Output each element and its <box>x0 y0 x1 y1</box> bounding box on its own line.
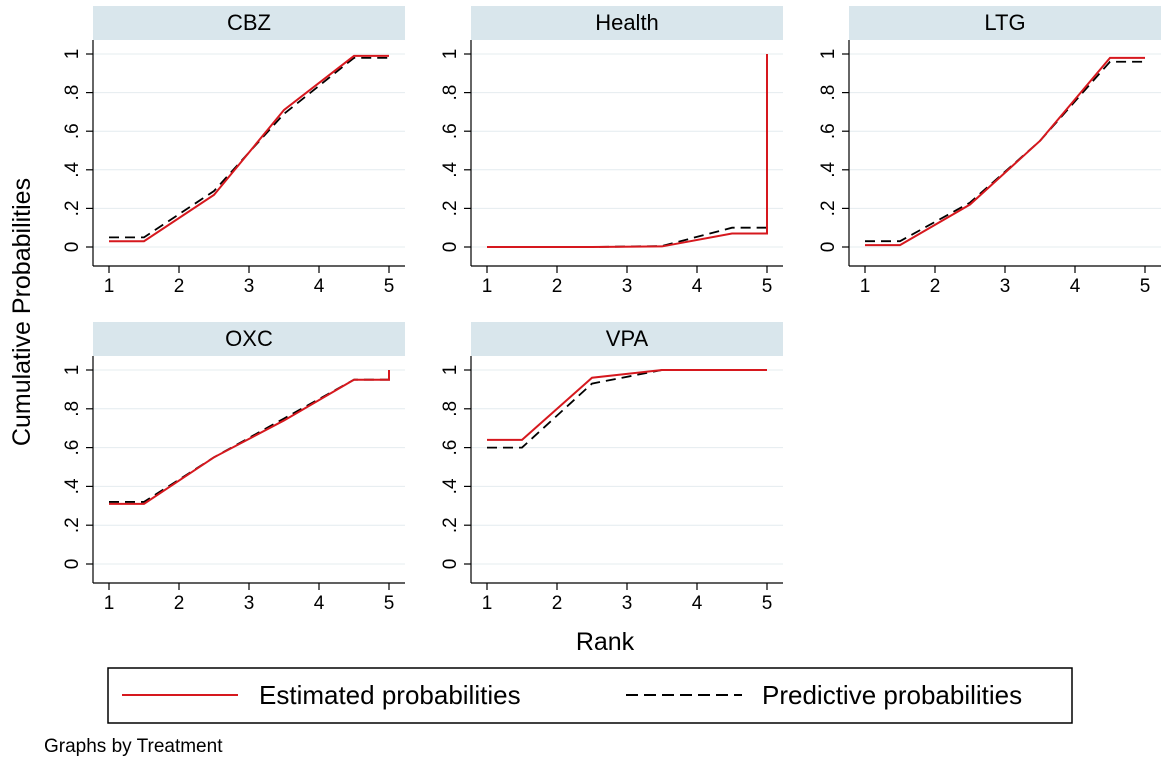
panel-ltg: LTG 0 .2 .4 .6 .8 1 1 2 3 4 5 <box>818 6 1161 297</box>
y-tick-label: .2 <box>62 200 83 216</box>
series-estimated <box>487 54 768 248</box>
y-tick-label: .8 <box>62 85 83 101</box>
x-tick-label: 1 <box>482 593 493 614</box>
panel-title-strip <box>93 322 405 356</box>
panel-vpa: VPA 0 .2 .4 .6 .8 1 1 2 3 4 5 <box>440 322 783 614</box>
series-predictive <box>865 60 1145 243</box>
y-tick-label: .6 <box>62 440 83 456</box>
panel-title-strip <box>93 6 405 40</box>
panel-title-strip <box>471 322 783 356</box>
y-tick-label: 1 <box>818 49 839 60</box>
x-tick-label: 2 <box>174 276 185 297</box>
y-tick-label: 0 <box>818 242 839 253</box>
x-tick-label: 5 <box>762 276 773 297</box>
legend-estimated-label: Estimated probabilities <box>259 680 521 710</box>
y-tick-label: 0 <box>62 559 83 570</box>
series-predictive <box>487 54 768 248</box>
y-tick-label: .8 <box>818 85 839 101</box>
y-tick-label: .6 <box>440 440 461 456</box>
y-tick-label: 0 <box>62 242 83 253</box>
x-tick-label: 5 <box>384 276 395 297</box>
x-tick-label: 2 <box>552 276 563 297</box>
x-tick-label: 1 <box>104 593 115 614</box>
y-tick-label: 1 <box>440 365 461 376</box>
y-tick-label: .2 <box>440 517 461 533</box>
x-tick-label: 1 <box>860 276 871 297</box>
series-estimated <box>109 54 389 243</box>
x-tick-label: 5 <box>1140 276 1151 297</box>
x-tick-label: 2 <box>552 593 563 614</box>
y-tick-label: .4 <box>440 161 461 177</box>
x-axis-title: Rank <box>576 628 635 656</box>
y-tick-label: .2 <box>818 200 839 216</box>
panel-title: Health <box>595 10 659 35</box>
panel-title: LTG <box>984 10 1025 35</box>
legend-box <box>107 667 1073 724</box>
panel-title-strip <box>471 6 783 40</box>
y-tick-label: .8 <box>62 401 83 417</box>
y-tick-label: 0 <box>440 559 461 570</box>
y-tick-label: .2 <box>440 200 461 216</box>
y-tick-label: .4 <box>62 478 83 494</box>
x-tick-label: 4 <box>314 593 325 614</box>
series-estimated <box>487 369 767 441</box>
x-tick-label: 4 <box>692 276 703 297</box>
panel-title: OXC <box>225 326 273 351</box>
y-tick-label: 0 <box>440 242 461 253</box>
y-tick-label: 1 <box>440 49 461 60</box>
legend: Estimated probabilities Predictive proba… <box>107 667 1073 724</box>
panel-title: VPA <box>606 326 649 351</box>
x-tick-label: 4 <box>314 276 325 297</box>
x-tick-label: 2 <box>930 276 941 297</box>
panel-oxc: OXC 0 .2 .4 .6 .8 1 1 2 3 4 5 <box>62 322 405 614</box>
x-tick-label: 5 <box>762 593 773 614</box>
panel-title: CBZ <box>227 10 271 35</box>
x-tick-label: 3 <box>622 593 633 614</box>
y-tick-label: .4 <box>440 478 461 494</box>
y-tick-label: .4 <box>818 161 839 177</box>
x-tick-label: 3 <box>622 276 633 297</box>
x-tick-label: 1 <box>482 276 493 297</box>
x-tick-label: 4 <box>692 593 703 614</box>
panel-cbz: CBZ 0 .2 .4 .6 .8 1 1 2 3 4 5 <box>62 6 405 297</box>
y-tick-label: .6 <box>818 123 839 139</box>
x-tick-label: 3 <box>1000 276 1011 297</box>
y-tick-label: 1 <box>62 49 83 60</box>
panel-title-strip <box>849 6 1161 40</box>
y-tick-label: .8 <box>440 85 461 101</box>
series-predictive <box>109 370 390 503</box>
y-axis-title: Cumulative Probabilities <box>8 178 36 446</box>
y-tick-label: .2 <box>62 517 83 533</box>
legend-predictive-label: Predictive probabilities <box>762 680 1022 710</box>
series-estimated <box>865 56 1145 247</box>
series-estimated <box>109 370 390 505</box>
x-tick-label: 3 <box>244 276 255 297</box>
y-tick-label: 1 <box>62 365 83 376</box>
panel-health: Health 0 .2 .4 .6 .8 1 1 2 3 4 5 <box>440 6 783 297</box>
figure-note: Graphs by Treatment <box>44 736 223 757</box>
y-tick-label: .8 <box>440 401 461 417</box>
x-tick-label: 5 <box>384 593 395 614</box>
series-predictive <box>109 56 389 239</box>
x-tick-label: 4 <box>1070 276 1081 297</box>
y-tick-label: .4 <box>62 161 83 177</box>
x-tick-label: 3 <box>244 593 255 614</box>
x-tick-label: 1 <box>104 276 115 297</box>
x-tick-label: 2 <box>174 593 185 614</box>
y-tick-label: .6 <box>440 123 461 139</box>
y-tick-label: .6 <box>62 123 83 139</box>
